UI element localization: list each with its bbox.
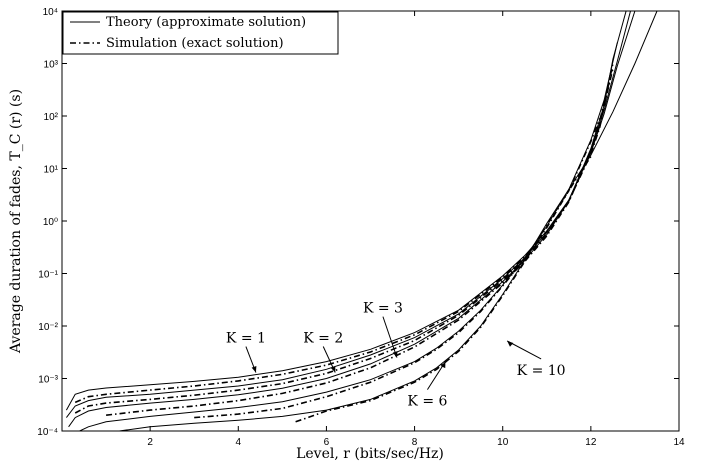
y-tick-label: 10⁻² [38,322,58,333]
y-tick-label: 10⁻¹ [38,270,58,281]
x-tick-label: 10 [497,437,509,448]
y-tick-label: 10² [44,112,59,123]
annotation-arrow [506,340,542,360]
y-tick-label: 10⁴ [43,7,58,18]
annotation-arrowhead [392,351,398,358]
annotation-arrowhead [330,366,336,373]
annotation-label: K = 2 [303,331,343,347]
series-line-8-simulation [106,84,610,416]
annotation-label: K = 10 [517,363,566,379]
legend-label-theory: Theory (approximate solution) [106,15,306,30]
legend: Theory (approximate solution) Simulation… [62,11,339,55]
y-axis-title: Average duration of fades, T_C (r) (s) [8,89,24,354]
series-line-6-simulation [74,63,614,404]
series-line-10-simulation [295,155,592,423]
plot-frame [61,10,680,432]
x-tick-label: 2 [147,437,153,448]
annotation-label: K = 3 [363,301,403,317]
y-tick-label: 10¹ [44,165,59,176]
series-line-5-theory [119,11,658,431]
annotation-arrowhead [507,340,514,347]
annotations: K = 1 K = 2 K = 3 K = 6 K = 10 [226,301,566,410]
y-tick-label: 10³ [44,60,59,71]
y-tick-label: 10⁻³ [38,375,58,386]
series-line-1-theory [65,11,636,411]
x-tick-label: 6 [324,437,330,448]
legend-box [62,11,339,55]
ticks: 2 4 6 8 10 12 14 10⁻⁴ 10⁻³ 10⁻² 10⁻¹ 10⁰ 10¹ 10² 10³ 10… [37,7,685,448]
y-tick-label: 10⁻⁴ [37,427,58,438]
x-axis-title: Level, r (bits/sec/Hz) [296,446,444,462]
annotation-arrowhead [251,366,257,373]
series-line-7-simulation [74,68,614,414]
legend-label-simulation: Simulation (exact solution) [106,36,284,51]
curves [65,11,658,431]
series-line-2-theory [66,11,631,418]
x-tick-label: 4 [236,437,242,448]
annotation-label: K = 6 [407,394,447,410]
x-tick-label: 12 [585,437,597,448]
annotation-arrow [382,316,398,358]
annotation-arrowhead [440,361,446,369]
x-tick-label: 14 [673,437,685,448]
annotation-label: K = 1 [226,331,266,347]
y-tick-label: 10⁰ [43,217,58,228]
x-tick-label: 8 [412,437,418,448]
